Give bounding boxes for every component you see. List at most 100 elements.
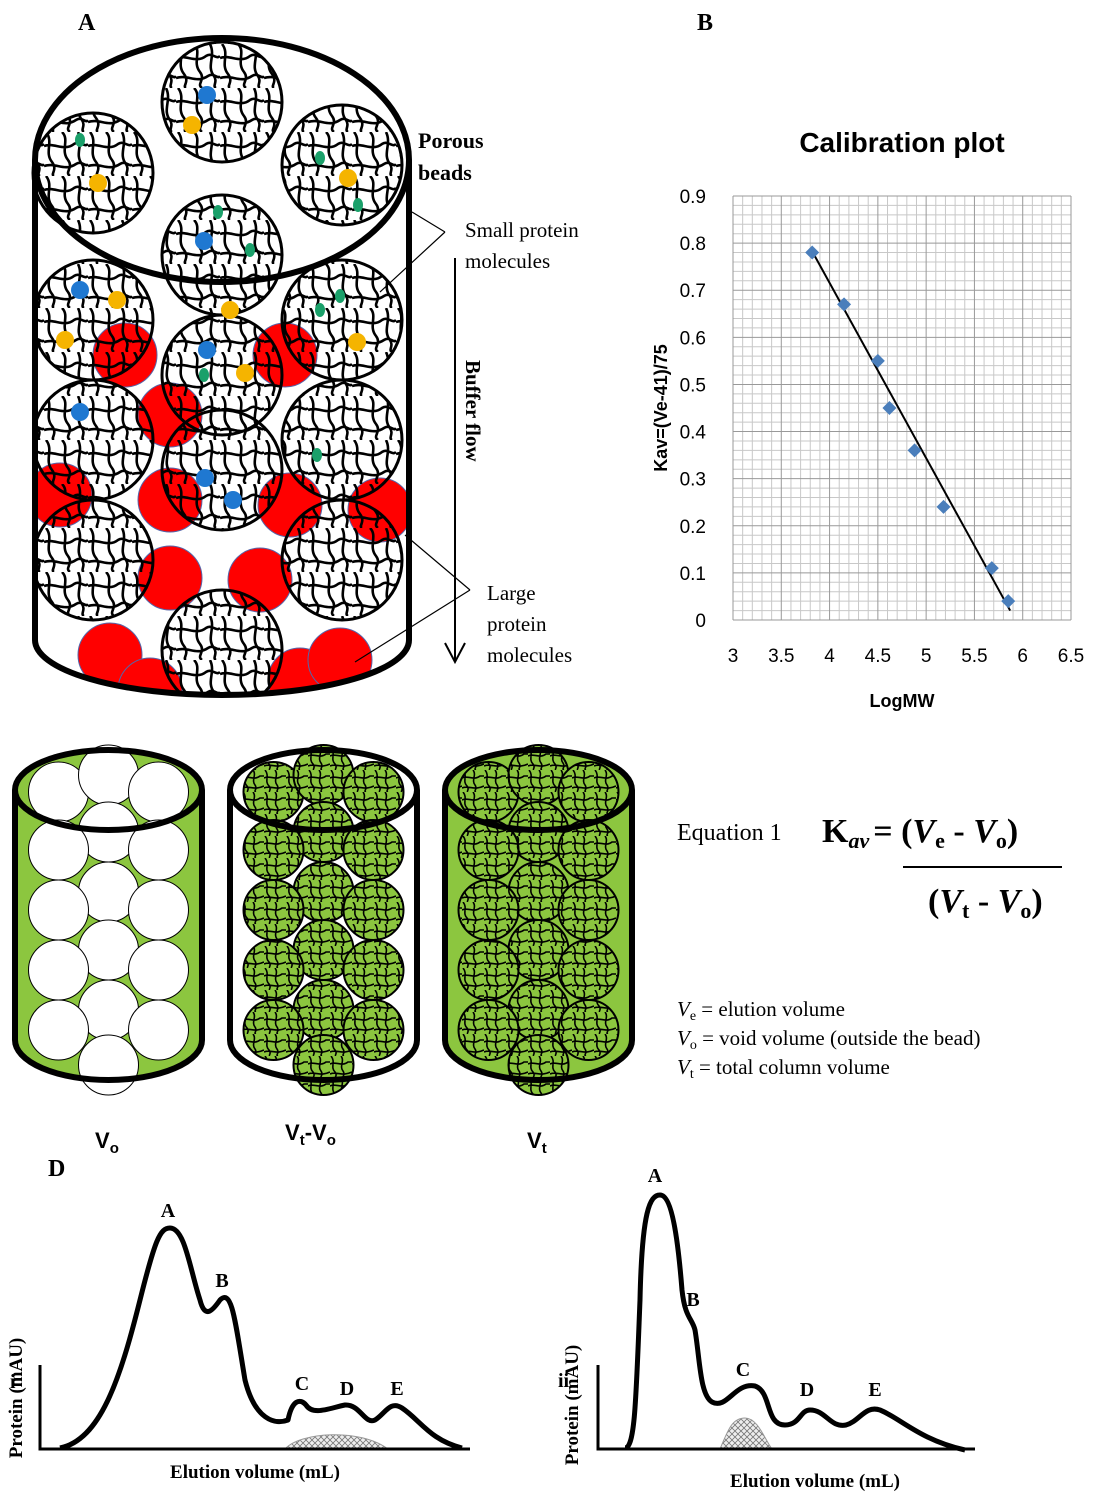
protein-dot [245, 243, 255, 257]
column-label: Vt-Vo [285, 1120, 336, 1149]
symbol: -V [305, 1120, 327, 1145]
y-tick-label: 0.8 [680, 234, 706, 255]
bead [79, 1035, 139, 1095]
y-axis-label: Kav=(Ve-41)/75 [651, 344, 671, 472]
y-tick-label: 0.3 [680, 470, 706, 491]
peak-label: C [295, 1373, 309, 1395]
eq-sub: o [1020, 898, 1031, 923]
peak-label: D [800, 1379, 814, 1401]
peak-label: E [390, 1378, 403, 1400]
bead [282, 260, 402, 380]
protein-dot [183, 116, 201, 134]
bead [509, 1035, 569, 1095]
protein-dot [108, 291, 126, 309]
symbol: V [285, 1120, 300, 1145]
definitions: Ve = elution volumeVo = void volume (out… [677, 997, 980, 1082]
pointer-line [380, 212, 445, 292]
column-diagrams [15, 745, 632, 1095]
peak-label: A [648, 1165, 663, 1187]
symbol: V [527, 1128, 542, 1153]
bead [33, 260, 153, 380]
definition: Ve = elution volume [677, 997, 845, 1024]
annotation: protein [487, 612, 547, 636]
protein-dot [315, 303, 325, 317]
bead [244, 940, 304, 1000]
eq-part: ) [1007, 813, 1018, 850]
peak-label: E [868, 1379, 881, 1401]
eq-part: - [969, 883, 997, 920]
bead [29, 1000, 89, 1060]
protein-dot [196, 469, 214, 487]
definition: Vt = total column volume [677, 1055, 890, 1082]
x-tick-label: 6.5 [1058, 646, 1084, 667]
protein-dot [224, 491, 242, 509]
symbol: V [95, 1128, 110, 1153]
x-tick-label: 5.5 [961, 646, 987, 667]
data-point [805, 246, 819, 260]
bead [294, 1035, 354, 1095]
annotation: molecules [487, 643, 572, 667]
protein-dot [89, 174, 107, 192]
equation: Kav= (Ve - Vo) [822, 813, 1018, 853]
panel-label: D [48, 1156, 65, 1182]
protein-dot [71, 403, 89, 421]
panel-label: B [697, 10, 713, 36]
column-label: Vo [95, 1128, 119, 1157]
subscript: o [327, 1132, 336, 1149]
subscript: o [110, 1140, 119, 1157]
chromatogram [60, 1228, 462, 1448]
protein-dot [221, 301, 239, 319]
bead [162, 42, 282, 162]
x-tick-label: 4 [824, 646, 835, 667]
x-tick-label: 4.5 [865, 646, 891, 667]
annotation: beads [418, 160, 472, 185]
protein-dot [339, 169, 357, 187]
y-tick-label: 0.1 [680, 564, 706, 585]
y-tick-label: 0 [695, 611, 706, 632]
bead [459, 880, 519, 940]
definition-text: = total column volume [694, 1055, 890, 1079]
eq-sub: o [996, 828, 1007, 853]
column-contents [28, 260, 412, 722]
annotation: Buffer flow [461, 360, 485, 463]
y-axis-label: Protein (mAU) [562, 1345, 583, 1465]
bead [29, 940, 89, 1000]
bead [559, 880, 619, 940]
bead [33, 500, 153, 620]
calibration-chart: 33.544.555.566.500.10.20.30.40.50.60.70.… [651, 127, 1084, 711]
protein-dot [199, 368, 209, 382]
eq-part: V [998, 883, 1023, 920]
protein-dot [75, 133, 85, 147]
bead [344, 940, 404, 1000]
peak-label: B [686, 1289, 699, 1311]
x-axis-label: Elution volume (mL) [170, 1462, 340, 1483]
y-tick-label: 0.9 [680, 187, 706, 208]
bead [244, 1000, 304, 1060]
x-tick-label: 3 [728, 646, 739, 667]
bead [129, 940, 189, 1000]
peak-label: A [161, 1200, 176, 1222]
definition-text: = elution volume [696, 997, 845, 1021]
eq-part: = ( [873, 813, 912, 850]
data-point [937, 500, 951, 514]
y-tick-label: 0.7 [680, 281, 706, 302]
x-axis-label: Elution volume (mL) [730, 1471, 900, 1492]
protein-dot [236, 364, 254, 382]
bead [459, 1000, 519, 1060]
bead [282, 380, 402, 500]
protein-dot [312, 448, 322, 462]
equation: (Vt - Vo) [928, 883, 1043, 923]
protein-dot [213, 205, 223, 219]
protein-dot [335, 289, 345, 303]
bead [162, 410, 282, 530]
annotation: Small protein [465, 218, 579, 242]
eq-part: V [973, 813, 998, 850]
eq-part: V [912, 813, 937, 850]
x-tick-label: 3.5 [768, 646, 794, 667]
protein-dot [353, 198, 363, 212]
chromatogram [625, 1195, 965, 1450]
eq-part: - [945, 813, 973, 850]
eq-part: V [939, 883, 964, 920]
peak-label: B [215, 1270, 228, 1292]
bead [282, 105, 402, 225]
